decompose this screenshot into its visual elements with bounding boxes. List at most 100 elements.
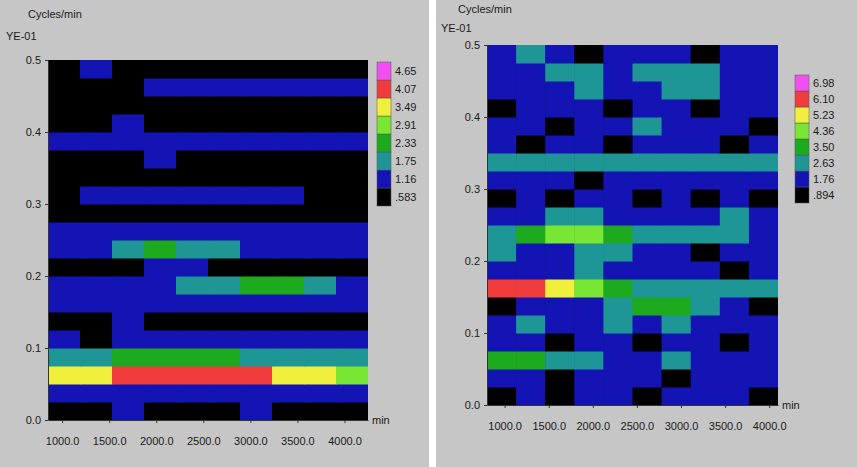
heat-cell [48, 186, 81, 205]
tick-mark [549, 405, 550, 408]
heat-cell [516, 243, 546, 262]
heat-cell [749, 387, 778, 405]
heat-cell [633, 387, 663, 405]
tick-label: 0.5 [26, 54, 41, 66]
heat-cell [80, 276, 113, 295]
tick-mark [250, 420, 251, 423]
heat-cell [304, 366, 337, 385]
heat-cell [336, 222, 368, 241]
heat-cell [240, 186, 273, 205]
heat-cell [545, 81, 575, 100]
heat-cell [603, 135, 633, 154]
heat-cell [144, 294, 177, 313]
heat-cell [144, 114, 177, 133]
tick-mark [109, 420, 110, 423]
heat-cell [48, 276, 81, 295]
heat-cell [240, 96, 273, 115]
heat-cell [48, 150, 81, 169]
heat-cell [545, 261, 575, 280]
heat-cell [545, 279, 575, 298]
heat-cell [208, 384, 241, 403]
heat-cell [691, 189, 721, 208]
heat-cell [545, 117, 575, 136]
heat-cell [48, 402, 81, 420]
heat-cell [720, 171, 750, 190]
heat-cell [574, 45, 604, 64]
tick-label: 3000.0 [234, 435, 268, 447]
axis-line [49, 420, 369, 421]
heat-cell [176, 78, 209, 97]
tick: 2500.0 [621, 405, 655, 432]
heat-cell [633, 351, 663, 370]
x-axis: 1000.01500.02000.02500.03000.03500.04000… [46, 420, 369, 447]
heat-cell [662, 333, 692, 352]
heat-cell [144, 330, 177, 349]
heat-cell [112, 384, 145, 403]
heat-cell [240, 150, 273, 169]
heat-cell [691, 261, 721, 280]
heat-cell [516, 225, 546, 244]
heat-cell [487, 279, 517, 298]
heat-cell [603, 351, 633, 370]
heat-cell [691, 315, 721, 334]
heat-cell [240, 60, 273, 79]
tick: 1500.0 [532, 405, 566, 432]
color-bar-label: 4.36 [813, 125, 834, 137]
heat-cell [336, 186, 368, 205]
heat-cell [574, 171, 604, 190]
heat-cell [208, 240, 241, 259]
heat-cell [272, 258, 305, 277]
heat-cell [176, 384, 209, 403]
heat-cell [662, 135, 692, 154]
heat-cell [208, 258, 241, 277]
x-axis-title: min [782, 399, 800, 411]
tick-label: 0.4 [465, 111, 480, 123]
heat-cell [633, 243, 663, 262]
heat-cell [662, 297, 692, 316]
panel-background [0, 0, 429, 467]
tick: 3000.0 [234, 420, 268, 447]
heat-cell [304, 60, 337, 79]
chart-canvas: 1000.01500.02000.02500.03000.03500.04000… [0, 0, 857, 467]
heat-cell [749, 351, 778, 370]
heat-cell [603, 243, 633, 262]
heat-cell [144, 366, 177, 385]
heat-cell [487, 351, 517, 370]
heat-cell [240, 78, 273, 97]
heat-cell [176, 168, 209, 187]
color-bar-label: 4.65 [395, 65, 416, 77]
heat-cell [240, 294, 273, 313]
heat-cell [336, 132, 368, 151]
heat-cell [749, 63, 778, 82]
heat-cell [749, 81, 778, 100]
heat-cell [176, 240, 209, 259]
heat-cell [749, 225, 778, 244]
heat-cell [749, 333, 778, 352]
heat-cell [749, 369, 778, 388]
heat-cell [304, 204, 337, 223]
heat-cell [574, 297, 604, 316]
heat-cell [80, 114, 113, 133]
tick-mark [593, 405, 594, 408]
heat-cell [48, 258, 81, 277]
heat-cell [112, 402, 145, 420]
heat-cell [516, 369, 546, 388]
heat-cell [545, 189, 575, 208]
panel-background [436, 0, 857, 467]
heat-cell [516, 153, 546, 172]
heat-cell [691, 279, 721, 298]
tick-mark [769, 405, 770, 408]
tick: 0.0 [465, 399, 487, 411]
heat-cell [633, 315, 663, 334]
heat-cell [749, 99, 778, 118]
plot-area [487, 45, 778, 405]
heat-cell [487, 99, 517, 118]
heat-cell [80, 366, 113, 385]
heat-cell [691, 63, 721, 82]
y-axis-multiplier: YE-01 [6, 30, 37, 42]
heat-cell [336, 96, 368, 115]
heat-cell [545, 171, 575, 190]
tick-mark [45, 204, 48, 205]
heat-cell [144, 348, 177, 367]
heat-cell [208, 402, 241, 420]
